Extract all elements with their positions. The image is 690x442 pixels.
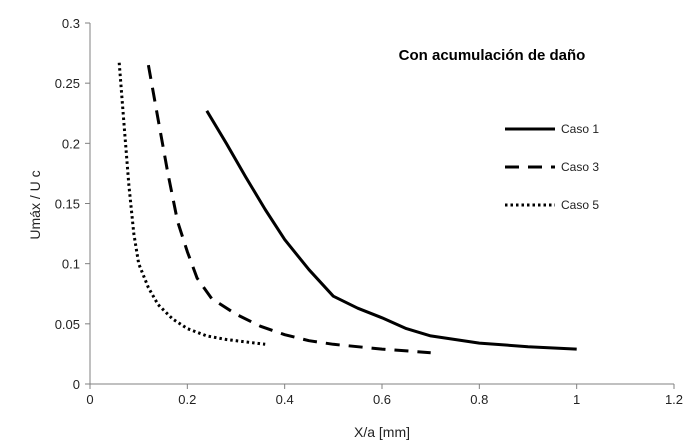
x-tick-label: 0.2 [178, 392, 196, 407]
legend: Caso 1 Caso 3 Caso 5 [505, 122, 599, 212]
series-line-caso-1 [205, 110, 577, 351]
y-axis-label: Umáx / U c [27, 170, 43, 239]
y-tick-label: 0.2 [62, 136, 80, 151]
y-tick-label: 0 [73, 377, 80, 392]
series-layer [117, 62, 577, 355]
legend-label: Caso 5 [561, 198, 599, 212]
x-tick-label: 0.6 [373, 392, 391, 407]
legend-item: Caso 5 [505, 198, 599, 212]
x-tick-label: 0.4 [276, 392, 294, 407]
y-tick-label: 0.3 [62, 16, 80, 31]
x-tick-label: 1.2 [665, 392, 683, 407]
series-line-caso-5 [117, 62, 266, 346]
x-tick-label: 1 [573, 392, 580, 407]
legend-item: Caso 3 [505, 160, 599, 174]
legend-item: Caso 1 [505, 122, 599, 136]
y-axis: 0 0.05 0.1 0.15 0.2 0.25 0.3 [55, 16, 91, 392]
legend-label: Caso 3 [561, 160, 599, 174]
x-axis-label: X/a [mm] [354, 424, 410, 440]
y-tick-label: 0.25 [55, 76, 80, 91]
x-tick-label: 0.8 [470, 392, 488, 407]
x-axis: 0 0.2 0.4 0.6 0.8 1 1.2 [86, 383, 683, 407]
legend-label: Caso 1 [561, 122, 599, 136]
x-tick-label: 0 [86, 392, 93, 407]
series-line-caso-3 [146, 64, 431, 355]
y-tick-label: 0.15 [55, 197, 80, 212]
y-tick-label: 0.05 [55, 317, 80, 332]
y-tick-label: 0.1 [62, 257, 80, 272]
chart-title: Con acumulación de daño [399, 47, 586, 64]
